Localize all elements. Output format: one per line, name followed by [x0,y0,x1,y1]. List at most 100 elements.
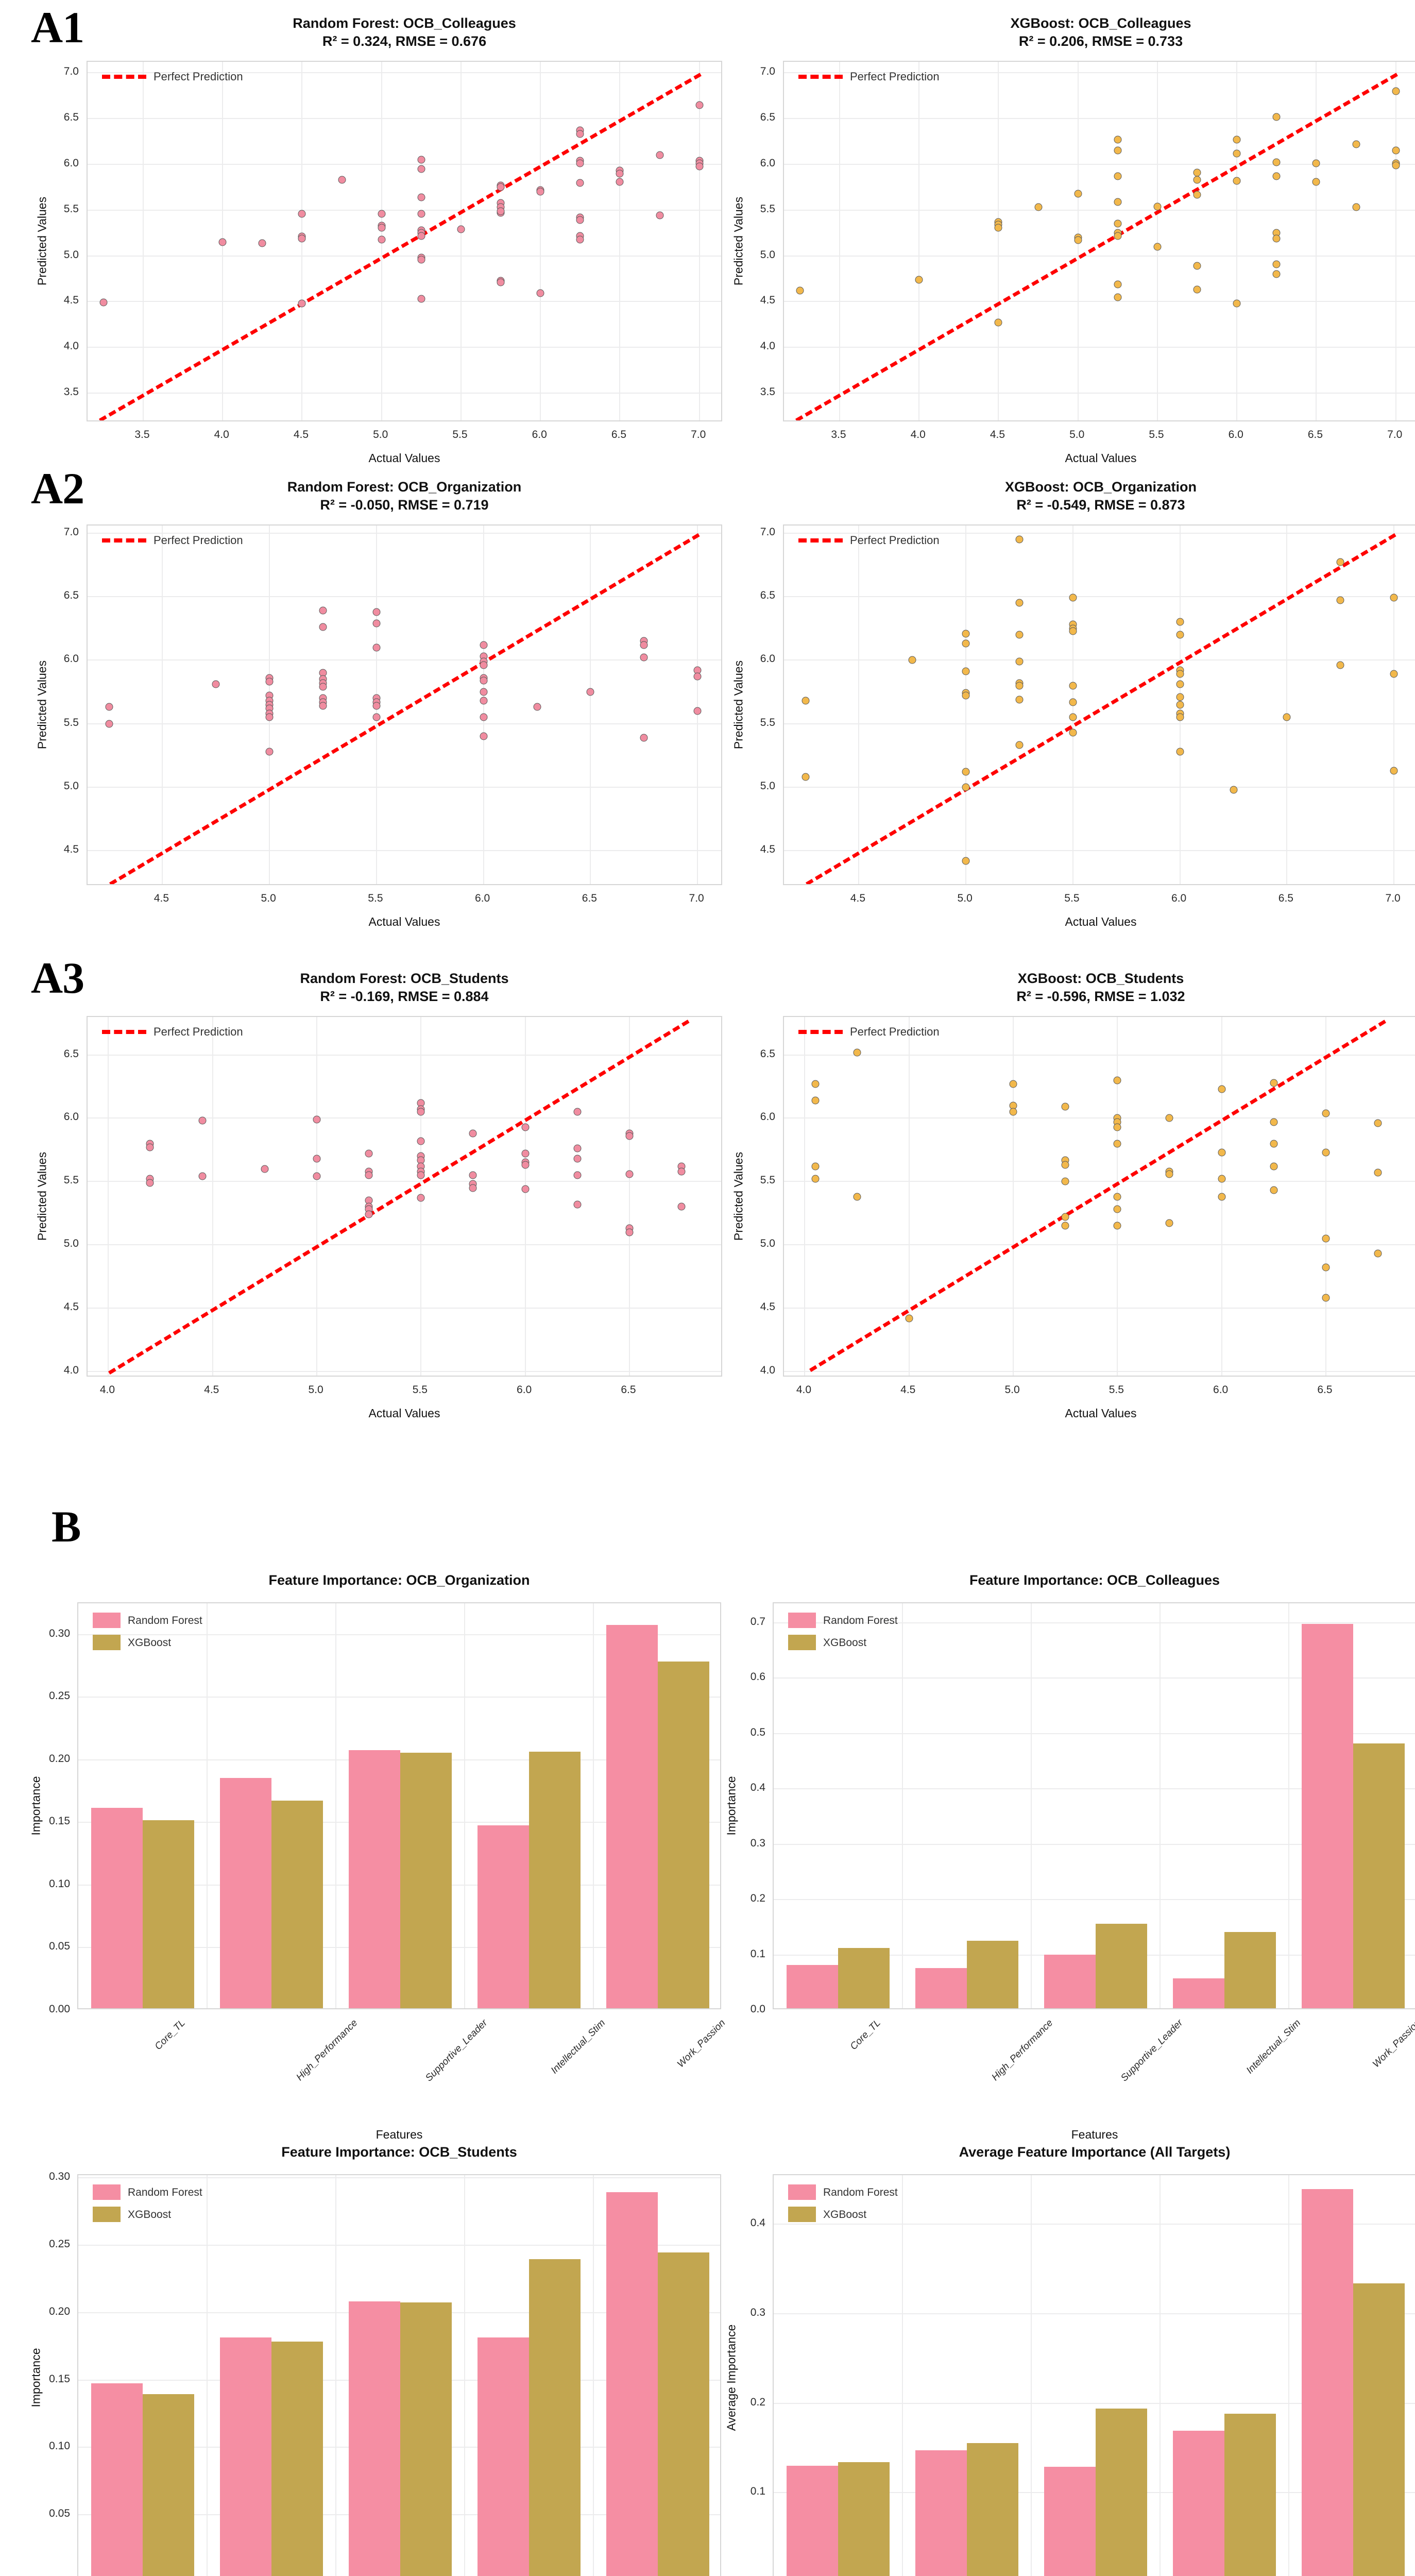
bar-xgb [529,1751,581,2008]
bar-xgb [529,2259,581,2576]
panel-letter-a3: A3 [31,953,84,1003]
gridline-vertical [998,62,999,420]
legend-swatch-rf [93,1613,121,1628]
scatter-point [497,183,505,191]
gridline-horizontal [784,723,1415,724]
scatter-point [372,608,381,616]
scatter-point [417,1108,425,1116]
gridline-vertical [335,2175,336,2576]
scatter-point [1272,260,1281,268]
legend-label: Perfect Prediction [154,534,243,547]
x-axis-tick-label: 4.5 [990,429,1005,440]
legend-row: XGBoost [788,2207,898,2222]
y-axis-tick-label: 4.0 [63,1364,79,1376]
gridline-horizontal [78,1634,720,1635]
bar-rf [220,1777,271,2008]
scatter-point [1230,786,1238,794]
scatter-point [1015,657,1024,666]
bar-rf [349,1750,400,2008]
scatter-point [298,234,306,243]
scatter-point [573,1144,582,1153]
scatter-point [1176,713,1184,721]
scatter-point [1233,149,1241,158]
scatter-point [521,1185,530,1193]
chart-title-a1-rf: Random Forest: OCB_Colleagues R² = 0.324… [293,15,516,49]
gridline-vertical [1325,1017,1326,1376]
gridline-horizontal [774,1899,1415,1901]
scatter-point [1176,618,1184,626]
gridline-horizontal [784,1370,1415,1372]
scatter-point [1283,713,1291,721]
scatter-point [265,677,274,686]
scatter-point [1165,1114,1173,1122]
y-axis-tick-label: 5.5 [760,202,775,215]
bar-rf [1173,2431,1224,2576]
scatter-point [1015,599,1024,607]
y-axis-label: Predicted Values [35,196,49,286]
bar-xgb [1096,2408,1147,2576]
scatter-point [417,295,425,303]
gridline-vertical [965,526,967,884]
x-axis-tick-label: 5.5 [1109,1384,1124,1396]
scatter-point [1336,558,1344,566]
bar-rf [91,1808,143,2008]
perfect-prediction-line [809,1019,1386,1372]
gridline-vertical [207,1603,208,2008]
chart-title-a1-xgb: XGBoost: OCB_Colleagues R² = 0.206, RMSE… [1010,15,1191,49]
legend-label: Random Forest [823,1614,898,1626]
scatter-point [1114,135,1122,144]
gridline-horizontal [88,209,721,211]
scatter-point [677,1167,686,1176]
scatter-point [656,151,664,159]
scatter-point [962,768,970,776]
scatter-point [1392,87,1400,95]
scatter-point [1270,1079,1278,1087]
bar-xgb [400,1753,452,2008]
plot-area-b-students [77,2174,721,2576]
gridline-horizontal [88,255,721,257]
legend-label: XGBoost [128,2208,172,2221]
scatter-point [469,1171,477,1179]
scatter-point [1272,158,1281,166]
scatter-point [1352,203,1360,211]
scatter-point [962,857,970,865]
scatter-point [298,210,306,218]
plot-area-a1-rf [87,61,722,421]
gridline-horizontal [784,393,1415,394]
panel-letter-b: B [52,1502,81,1551]
scatter-point [693,672,702,681]
x-axis-label: Actual Values [368,915,440,928]
scatter-point [1113,1076,1121,1084]
y-axis-tick-label: 0.5 [750,1726,765,1738]
scatter-point [576,235,584,244]
y-axis-tick-label: 0.2 [750,1892,765,1905]
y-axis-tick-label: 0.0 [750,2003,765,2015]
y-axis-tick-label: 4.0 [63,340,79,352]
chart-title-a2-xgb: XGBoost: OCB_Organization R² = -0.549, R… [1004,479,1197,513]
gridline-vertical [908,1017,910,1376]
scatter-point [1114,146,1122,155]
gridline-vertical [1286,526,1288,884]
scatter-point [258,239,266,247]
bar-xgb [838,2462,890,2576]
perfect-prediction-line [98,73,702,420]
scatter-point [1114,198,1122,206]
bar-rf [915,1968,967,2008]
x-axis-tick-label: 5.5 [1149,429,1164,440]
x-axis-label: Actual Values [1065,915,1137,928]
scatter-point [1233,299,1241,308]
scatter-point [1074,190,1082,198]
scatter-point [146,1143,154,1151]
bar-xgb [1224,2414,1276,2576]
gridline-vertical [1013,1017,1014,1376]
gridline-horizontal [784,1307,1415,1309]
x-axis-tick-label: 6.5 [1307,429,1323,440]
scatter-point [480,661,488,669]
y-axis-tick-label: 0.15 [49,1815,70,1827]
y-axis-tick-label: 0.30 [49,2171,70,2183]
gridline-vertical [902,2175,903,2576]
x-axis-tick-label: 5.0 [1004,1384,1020,1396]
y-axis-tick-label: 5.0 [760,1238,775,1250]
scatter-point [480,713,488,721]
scatter-point [1336,596,1344,604]
